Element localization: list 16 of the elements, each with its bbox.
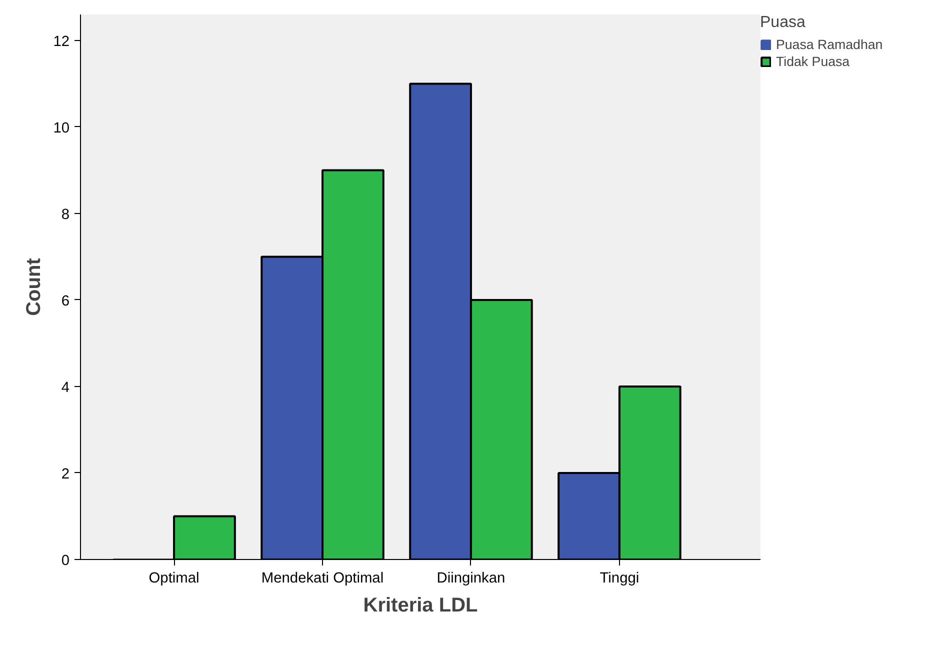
x-tick-label: Tinggi: [600, 570, 640, 586]
y-tick-label: 10: [53, 120, 70, 136]
y-tick-label: 6: [61, 293, 70, 310]
legend-label: Tidak Puasa: [776, 54, 850, 69]
y-tick-label: 0: [61, 553, 70, 569]
legend-title: Puasa: [760, 14, 806, 32]
y-axis-title: Count: [23, 258, 46, 316]
x-tick-label: Diinginkan: [436, 570, 506, 586]
y-tick-label: 4: [61, 380, 70, 396]
legend-label: Puasa Ramadhan: [776, 37, 883, 52]
x-tick-label: Optimal: [148, 570, 200, 586]
y-tick-label: 12: [53, 34, 70, 50]
y-tick-label: 2: [61, 466, 70, 482]
x-tick-label: Mendekati Optimal: [261, 570, 384, 586]
y-tick-label: 8: [61, 206, 70, 223]
x-axis-title: Kriteria LDL: [363, 594, 478, 616]
